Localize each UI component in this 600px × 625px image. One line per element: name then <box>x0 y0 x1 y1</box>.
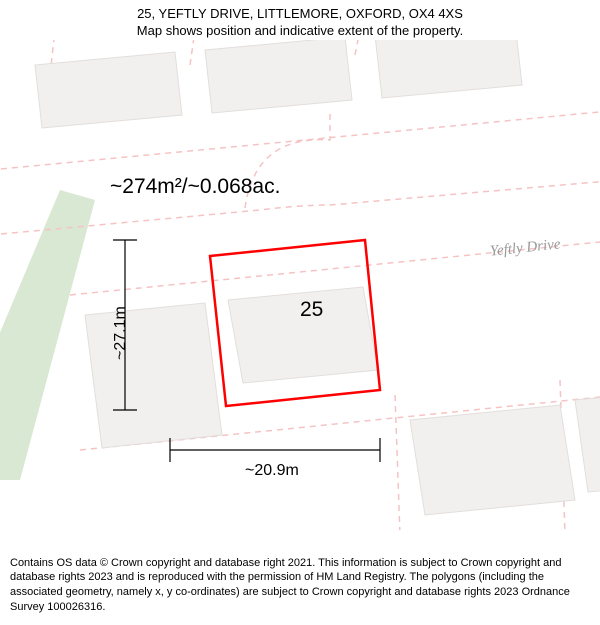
map-footer: Contains OS data © Crown copyright and d… <box>0 548 600 625</box>
buildings <box>35 40 600 515</box>
map-canvas: ~274m²/~0.068ac. 25 ~20.9m ~27.1m Yeftly… <box>0 40 600 530</box>
map-subtitle: Map shows position and indicative extent… <box>10 23 590 40</box>
map-header: 25, YEFTLY DRIVE, LITTLEMORE, OXFORD, OX… <box>0 0 600 42</box>
map-title: 25, YEFTLY DRIVE, LITTLEMORE, OXFORD, OX… <box>10 6 590 23</box>
area-label: ~274m²/~0.068ac. <box>110 175 280 199</box>
height-dimension: ~27.1m <box>112 306 130 360</box>
copyright-text: Contains OS data © Crown copyright and d… <box>10 557 570 614</box>
map-svg <box>0 40 600 530</box>
plot-number: 25 <box>300 298 323 322</box>
width-dimension: ~20.9m <box>245 462 299 480</box>
